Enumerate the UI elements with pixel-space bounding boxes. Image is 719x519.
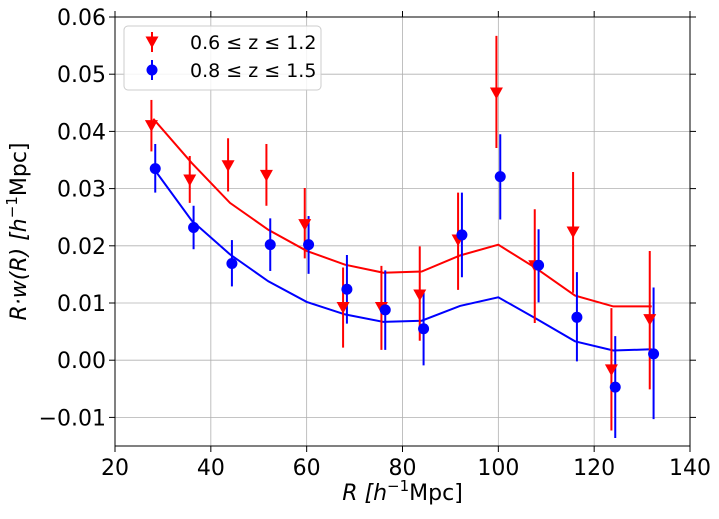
x-tick-label: 120: [573, 456, 615, 481]
x-tick-label: 20: [101, 456, 129, 481]
legend-label: 0.8 ≤ z ≤ 1.5: [190, 60, 316, 82]
y-tick-label: 0.02: [57, 235, 106, 260]
y-tick-label: 0.03: [57, 178, 106, 203]
x-tick-label: 80: [389, 456, 417, 481]
data-point: [494, 171, 506, 183]
data-point: [533, 259, 545, 271]
y-tick-label: 0.01: [57, 292, 106, 317]
x-tick-label: 60: [293, 456, 321, 481]
data-point: [144, 120, 158, 132]
axis-ticks: 20 40 60 80 100 120 140 −0.01 0.00 0.01 0.02 0.03 0.…: [39, 6, 711, 481]
x-tick-label: 100: [477, 456, 519, 481]
legend-label: 0.6 ≤ z ≤ 1.2: [190, 32, 316, 54]
y-tick-label: 0.05: [57, 63, 106, 88]
legend-marker: [146, 64, 158, 76]
data-point: [489, 87, 503, 100]
legend-marker: [145, 36, 159, 49]
data-point: [221, 160, 235, 172]
data-point: [643, 314, 657, 326]
legend-box: [123, 25, 322, 91]
data-point: [571, 311, 583, 323]
data-point: [183, 174, 197, 187]
x-tick-label: 140: [669, 456, 711, 481]
data-point: [336, 302, 350, 314]
model-lines: [152, 118, 652, 352]
data-markers: [144, 87, 660, 393]
x-tick-label: 40: [197, 456, 225, 481]
y-tick-label: −0.01: [39, 406, 106, 431]
data-point: [648, 348, 660, 360]
data-point: [188, 221, 200, 233]
data-point: [418, 323, 430, 335]
data-point: [609, 381, 621, 393]
x-axis-label: R [h−1Mpc]: [342, 477, 463, 506]
data-point: [264, 239, 276, 251]
data-point: [566, 226, 580, 239]
data-point: [149, 163, 161, 175]
data-point: [298, 219, 312, 231]
model-line-series-2: [152, 167, 652, 352]
data-point: [604, 364, 618, 377]
y-tick-label: 0.04: [57, 120, 106, 145]
grid: [114, 16, 691, 446]
data-point: [259, 169, 273, 182]
data-point: [226, 258, 238, 270]
data-point: [413, 289, 427, 302]
data-point: [303, 239, 315, 251]
model-line-series-1: [152, 118, 652, 308]
legend: 0.6 ≤ z ≤ 1.2 0.8 ≤ z ≤ 1.5: [123, 25, 322, 91]
y-tick-label: 0.06: [57, 6, 106, 31]
data-point: [341, 283, 353, 295]
y-axis-label: R·w(R) [h−1Mpc]: [3, 142, 32, 320]
y-tick-label: 0.00: [57, 349, 106, 374]
data-point: [379, 304, 391, 316]
data-point: [456, 229, 468, 241]
